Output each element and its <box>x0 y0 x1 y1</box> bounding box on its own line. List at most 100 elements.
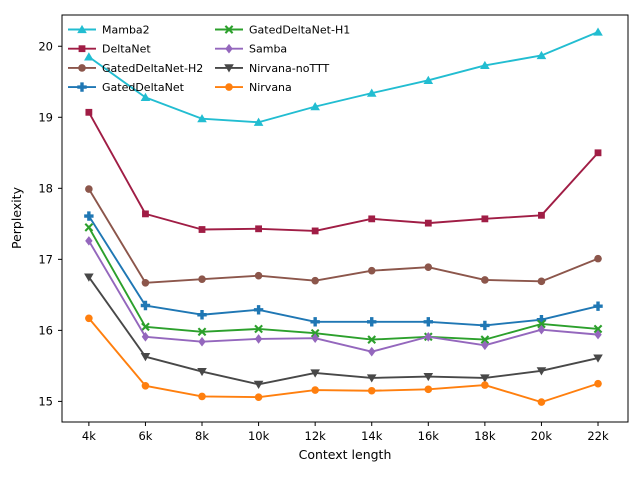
x-tick-label: 8k <box>195 429 209 443</box>
legend-item-gateddeltanet-h1: GatedDeltaNet-H1 <box>215 24 350 37</box>
series-gateddeltanet <box>84 211 603 331</box>
y-tick-label: 20 <box>38 39 53 53</box>
triangle-down-marker-icon <box>536 367 547 376</box>
circle-marker-icon <box>311 276 319 285</box>
circle-marker-icon <box>225 83 233 91</box>
series-gateddeltanet-h2 <box>85 185 602 287</box>
square-marker-icon <box>255 225 262 233</box>
circle-marker-icon <box>311 386 319 394</box>
series-mamba2 <box>84 27 603 126</box>
x-tick-label: 20k <box>531 429 553 443</box>
series-line <box>88 31 599 124</box>
triangle-up-marker-icon <box>593 27 603 36</box>
circle-marker-icon <box>85 314 93 323</box>
square-marker-icon <box>85 108 93 116</box>
x-tick-label: 12k <box>305 429 327 443</box>
series-nirvana <box>85 314 602 406</box>
triangle-up-marker-icon <box>197 114 207 123</box>
triangle-down-marker-icon <box>423 372 434 382</box>
circle-marker-icon <box>537 398 546 406</box>
diamond-marker-icon <box>424 331 433 342</box>
plus-marker-icon <box>423 317 434 327</box>
x-marker-icon <box>593 324 603 334</box>
x-marker-icon <box>141 322 150 332</box>
circle-marker-icon <box>367 386 376 395</box>
circle-marker-icon <box>537 277 546 286</box>
x-tick-label: 14k <box>361 429 383 443</box>
circle-marker-icon <box>198 392 206 401</box>
y-axis-label: Perplexity <box>9 186 24 249</box>
triangle-up-marker-icon <box>253 117 264 126</box>
triangle-down-marker-icon <box>366 374 377 383</box>
circle-marker-icon <box>198 275 206 284</box>
circle-marker-icon <box>594 379 602 388</box>
square-marker-icon <box>481 215 489 223</box>
y-tick-label: 17 <box>38 252 53 266</box>
plus-marker-icon <box>140 300 151 311</box>
circle-marker-icon <box>481 381 489 389</box>
diamond-marker-icon <box>85 236 93 246</box>
legend-item-gateddeltanet: GatedDeltaNet <box>68 81 185 94</box>
plus-marker-icon <box>84 211 94 221</box>
square-marker-icon <box>538 211 545 219</box>
triangle-down-marker-icon <box>197 367 207 377</box>
plus-marker-icon <box>536 315 547 325</box>
series-line <box>88 276 599 386</box>
x-marker-icon <box>480 335 490 344</box>
legend-label: Samba <box>249 43 287 56</box>
series-line <box>88 226 599 341</box>
triangle-up-marker-icon <box>480 60 490 70</box>
triangle-down-marker-icon <box>84 273 94 282</box>
triangle-down-marker-icon <box>593 354 603 363</box>
square-marker-icon <box>594 149 602 157</box>
series-nirvana-nottt <box>84 273 603 389</box>
legend-item-nirvana-nottt: Nirvana-noTTT <box>215 62 329 75</box>
triangle-up-marker-icon <box>77 24 87 34</box>
legend-item-gateddeltanet-h2: GatedDeltaNet-H2 <box>68 62 203 75</box>
plus-marker-icon <box>310 317 320 327</box>
legend-label: Mamba2 <box>102 24 150 37</box>
x-axis-label: Context length <box>299 447 392 462</box>
x-marker-icon <box>197 327 207 337</box>
legend-label: GatedDeltaNet <box>102 81 185 94</box>
legend-label: DeltaNet <box>102 43 151 56</box>
circle-marker-icon <box>424 263 433 271</box>
square-marker-icon <box>311 227 319 235</box>
plus-marker-icon <box>253 305 264 315</box>
y-tick-label: 19 <box>38 110 53 124</box>
circle-marker-icon <box>254 393 263 401</box>
legend: Mamba2 DeltaNet GatedDeltaNet-H2 GatedDelta… <box>68 24 350 94</box>
square-marker-icon <box>424 219 432 227</box>
triangle-down-marker-icon <box>480 374 490 383</box>
series-line <box>88 215 599 327</box>
square-marker-icon <box>78 45 86 53</box>
x-tick-label: 18k <box>474 429 496 443</box>
diamond-marker-icon <box>368 346 376 357</box>
series-line <box>88 240 599 353</box>
legend-item-mamba2: Mamba2 <box>68 24 150 37</box>
plot-border <box>61 14 629 423</box>
triangle-up-marker-icon <box>310 102 320 111</box>
triangle-up-marker-icon <box>423 75 434 84</box>
x-marker-icon <box>310 328 320 338</box>
diamond-marker-icon <box>198 336 206 347</box>
series-line <box>88 111 599 232</box>
triangle-down-marker-icon <box>140 353 151 362</box>
diamond-marker-icon <box>141 331 150 342</box>
legend-item-nirvana: Nirvana <box>215 81 292 94</box>
x-marker-icon <box>84 223 94 232</box>
series-deltanet <box>85 108 602 235</box>
legend-item-samba: Samba <box>215 43 287 56</box>
diamond-marker-icon <box>311 333 319 343</box>
legend-label: GatedDeltaNet-H1 <box>249 24 350 37</box>
square-marker-icon <box>142 210 149 218</box>
x-tick-label: 22k <box>587 429 609 443</box>
triangle-up-marker-icon <box>84 52 94 61</box>
triangle-down-marker-icon <box>310 369 320 378</box>
series-line <box>88 188 599 284</box>
y-tick-label: 16 <box>38 323 53 337</box>
circle-marker-icon <box>594 254 602 263</box>
series-line <box>88 317 599 404</box>
diamond-marker-icon <box>225 43 233 54</box>
